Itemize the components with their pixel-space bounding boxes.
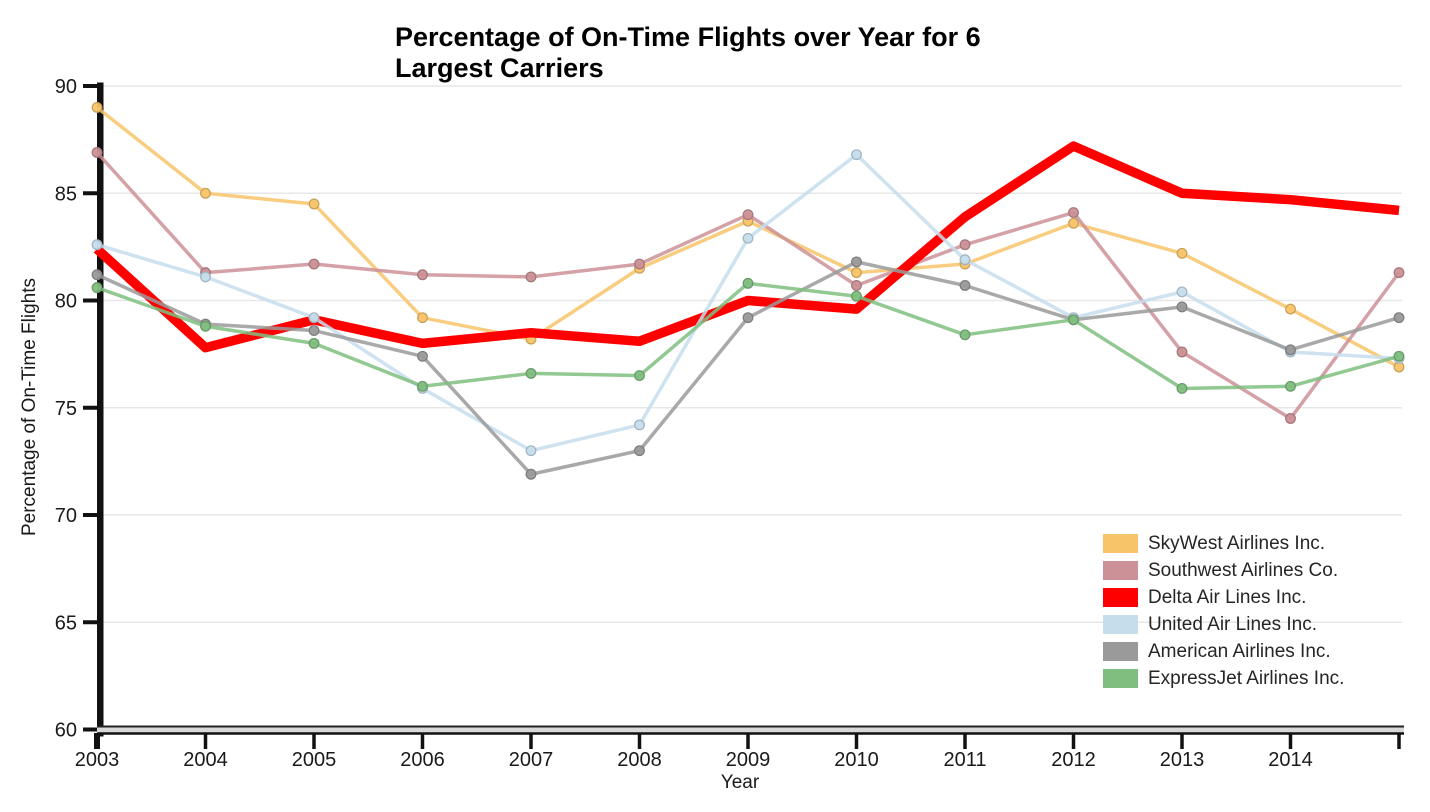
data-point-2003-expressjet-airlines-inc- (91, 282, 103, 294)
x-tick-label-2006: 2006 (400, 749, 445, 771)
data-point-2004-united-air-lines-inc- (200, 271, 211, 283)
y-tick-label-90: 90 (55, 76, 77, 98)
data-point-2009-southwest-airlines-co- (742, 209, 754, 221)
data-point-2011-expressjet-airlines-inc- (959, 329, 971, 341)
data-point-2003-united-air-lines-inc- (91, 239, 103, 251)
data-point-2005-skywest-airlines-inc- (308, 198, 320, 210)
y-tick-label-60: 60 (55, 720, 77, 742)
data-point-2004-expressjet-airlines-inc- (200, 320, 211, 332)
data-point-2003-american-airlines-inc- (91, 269, 103, 281)
legend-swatch (1103, 561, 1138, 580)
data-point-2009-expressjet-airlines-inc- (742, 277, 754, 289)
y-tick-label-70: 70 (55, 505, 77, 527)
x-tick-label-2010: 2010 (834, 749, 879, 771)
legend-label: Southwest Airlines Co. (1148, 559, 1339, 581)
data-point-2009-american-airlines-inc- (742, 312, 754, 324)
legend: SkyWest Airlines Inc. Southwest Airlines … (1103, 530, 1344, 692)
legend-item-delta-air-lines-inc-: Delta Air Lines Inc. (1103, 584, 1344, 611)
data-point-2007-american-airlines-inc- (525, 468, 537, 480)
data-point-2013-skywest-airlines-inc- (1176, 247, 1188, 259)
data-point-2005-american-airlines-inc- (308, 325, 320, 336)
data-point-2007-southwest-airlines-co- (525, 271, 537, 283)
data-point-2005-southwest-airlines-co- (308, 258, 320, 270)
x-tick-label-2005: 2005 (292, 749, 337, 771)
data-point-2009-united-air-lines-inc- (742, 232, 754, 244)
x-tick-label-2012: 2012 (1051, 749, 1096, 771)
data-point-2014-skywest-airlines-inc- (1285, 303, 1296, 315)
data-point-2010-united-air-lines-inc- (851, 149, 862, 161)
data-point-2010-southwest-airlines-co- (851, 280, 862, 291)
legend-label: United Air Lines Inc. (1148, 613, 1317, 635)
x-tick-label-2014: 2014 (1268, 749, 1313, 771)
data-point-2013-southwest-airlines-co- (1176, 346, 1188, 358)
legend-label: ExpressJet Airlines Inc. (1148, 667, 1345, 689)
data-point-2006-expressjet-airlines-inc- (417, 380, 428, 392)
data-point-2011-southwest-airlines-co- (959, 239, 971, 251)
legend-swatch (1103, 534, 1138, 553)
y-tick-label-85: 85 (55, 183, 77, 205)
legend-label: American Airlines Inc. (1148, 640, 1331, 662)
x-tick-label-2007: 2007 (509, 749, 554, 771)
data-point-2013-expressjet-airlines-inc- (1176, 382, 1188, 394)
data-point-2008-southwest-airlines-co- (634, 258, 645, 270)
series-line-american-airlines-inc- (96, 260, 1400, 476)
data-point-2012-southwest-airlines-co- (1068, 207, 1079, 219)
x-axis-band (97, 726, 1404, 733)
data-point-2014-american-airlines-inc- (1285, 344, 1296, 356)
x-tick-label-2009: 2009 (726, 749, 771, 771)
chart-title: Percentage of On-Time Flights over Year … (395, 22, 981, 83)
data-point-2015-expressjet-airlines-inc- (1393, 350, 1405, 362)
data-point-2014-expressjet-airlines-inc- (1285, 380, 1296, 392)
data-point-2007-united-air-lines-inc- (525, 445, 537, 457)
legend-item-american-airlines-inc-: American Airlines Inc. (1103, 638, 1344, 665)
x-tick-label-2011: 2011 (943, 749, 986, 771)
data-point-2008-american-airlines-inc- (634, 445, 645, 457)
data-point-2015-american-airlines-inc- (1393, 312, 1405, 324)
data-point-2008-expressjet-airlines-inc- (634, 370, 645, 382)
x-tick-label-2003: 2003 (75, 749, 120, 771)
legend-item-expressjet-airlines-inc-: ExpressJet Airlines Inc. (1103, 665, 1344, 692)
legend-item-skywest-airlines-inc-: SkyWest Airlines Inc. (1103, 530, 1344, 557)
legend-item-united-air-lines-inc-: United Air Lines Inc. (1103, 611, 1344, 638)
x-axis-title: Year (720, 772, 760, 793)
x-tick-label-2008: 2008 (617, 749, 662, 771)
data-point-2006-skywest-airlines-inc- (417, 312, 428, 324)
y-tick-label-75: 75 (55, 398, 77, 420)
y-tick-label-65: 65 (55, 612, 77, 634)
y-axis-spine (97, 82, 104, 737)
data-point-2006-southwest-airlines-co- (417, 269, 428, 281)
x-tick-label-2013: 2013 (1160, 749, 1205, 771)
legend-label: Delta Air Lines Inc. (1148, 586, 1307, 608)
data-point-2011-united-air-lines-inc- (959, 254, 971, 266)
data-point-2007-expressjet-airlines-inc- (525, 367, 537, 379)
legend-swatch (1103, 669, 1138, 688)
data-point-2012-skywest-airlines-inc- (1068, 217, 1079, 229)
data-point-2013-united-air-lines-inc- (1176, 286, 1188, 298)
data-point-2005-united-air-lines-inc- (308, 312, 320, 324)
data-point-2012-expressjet-airlines-inc- (1068, 314, 1079, 326)
data-point-2003-skywest-airlines-inc- (91, 101, 103, 113)
data-point-2013-american-airlines-inc- (1176, 301, 1188, 313)
y-tick-label-80: 80 (55, 291, 77, 313)
data-point-2010-skywest-airlines-inc- (851, 267, 862, 279)
y-axis-title: Percentage of On-Time Flights (19, 277, 40, 537)
legend-swatch (1103, 615, 1138, 634)
data-point-2015-southwest-airlines-co- (1393, 267, 1405, 279)
legend-item-southwest-airlines-co-: Southwest Airlines Co. (1103, 557, 1344, 584)
data-point-2008-united-air-lines-inc- (634, 419, 645, 431)
x-tick-label-2004: 2004 (183, 749, 228, 771)
legend-swatch (1103, 642, 1138, 661)
legend-label: SkyWest Airlines Inc. (1148, 532, 1326, 554)
data-point-2003-southwest-airlines-co- (91, 147, 103, 158)
legend-swatch (1103, 588, 1138, 607)
data-point-2014-southwest-airlines-co- (1285, 413, 1296, 424)
data-point-2010-american-airlines-inc- (851, 256, 862, 268)
data-point-2006-american-airlines-inc- (417, 350, 428, 362)
data-point-2011-american-airlines-inc- (959, 280, 971, 291)
data-point-2004-skywest-airlines-inc- (200, 187, 211, 199)
data-point-2005-expressjet-airlines-inc- (308, 337, 320, 349)
data-point-2010-expressjet-airlines-inc- (851, 290, 862, 302)
